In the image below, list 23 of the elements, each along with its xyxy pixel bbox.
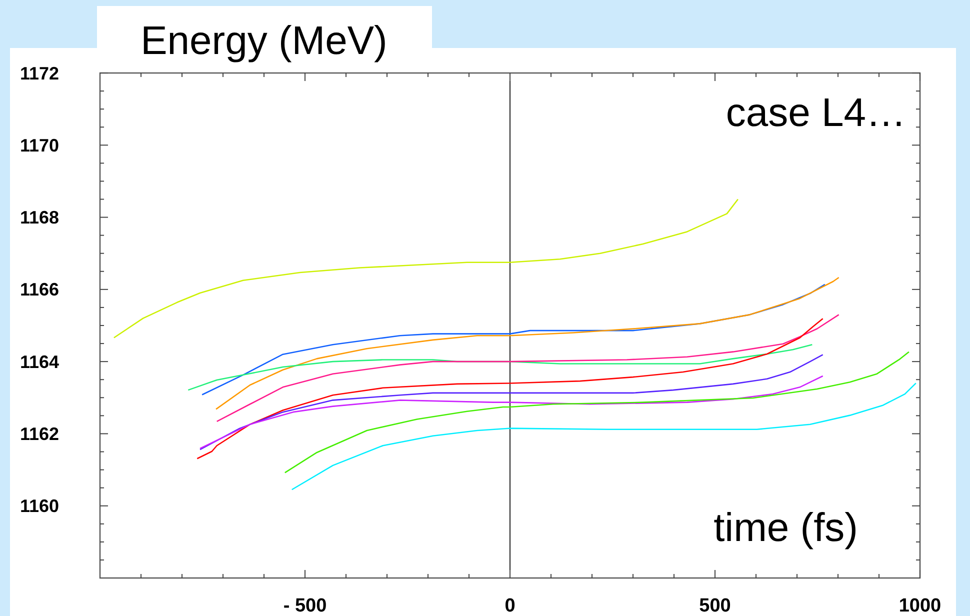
annotation: case L4…: [726, 91, 906, 135]
line-series: [284, 351, 910, 474]
line-series: [291, 382, 917, 490]
line-series: [215, 276, 840, 410]
y-tick-label: 1172: [20, 63, 60, 84]
x-axis-title: time (fs): [714, 506, 858, 550]
line-series: [199, 375, 824, 450]
line-series: [113, 198, 739, 338]
y-tick-label: 1166: [20, 280, 60, 300]
x-tick-label: 1000: [898, 596, 942, 616]
line-series: [188, 344, 813, 391]
line-series: [196, 318, 824, 460]
x-tick-label: 0: [504, 596, 516, 616]
line-series: [216, 314, 840, 422]
y-tick-label: 1170: [20, 135, 60, 156]
x-tick-label: - 500: [283, 596, 327, 616]
y-tick-label: 1160: [20, 496, 60, 516]
x-tick-label: 500: [699, 596, 731, 616]
line-series: [199, 354, 824, 450]
y-axis-title: Energy (MeV): [140, 19, 388, 63]
y-tick-label: 1164: [20, 352, 60, 372]
y-tick-label: 1162: [20, 424, 60, 444]
y-tick-label: 1168: [20, 208, 60, 228]
